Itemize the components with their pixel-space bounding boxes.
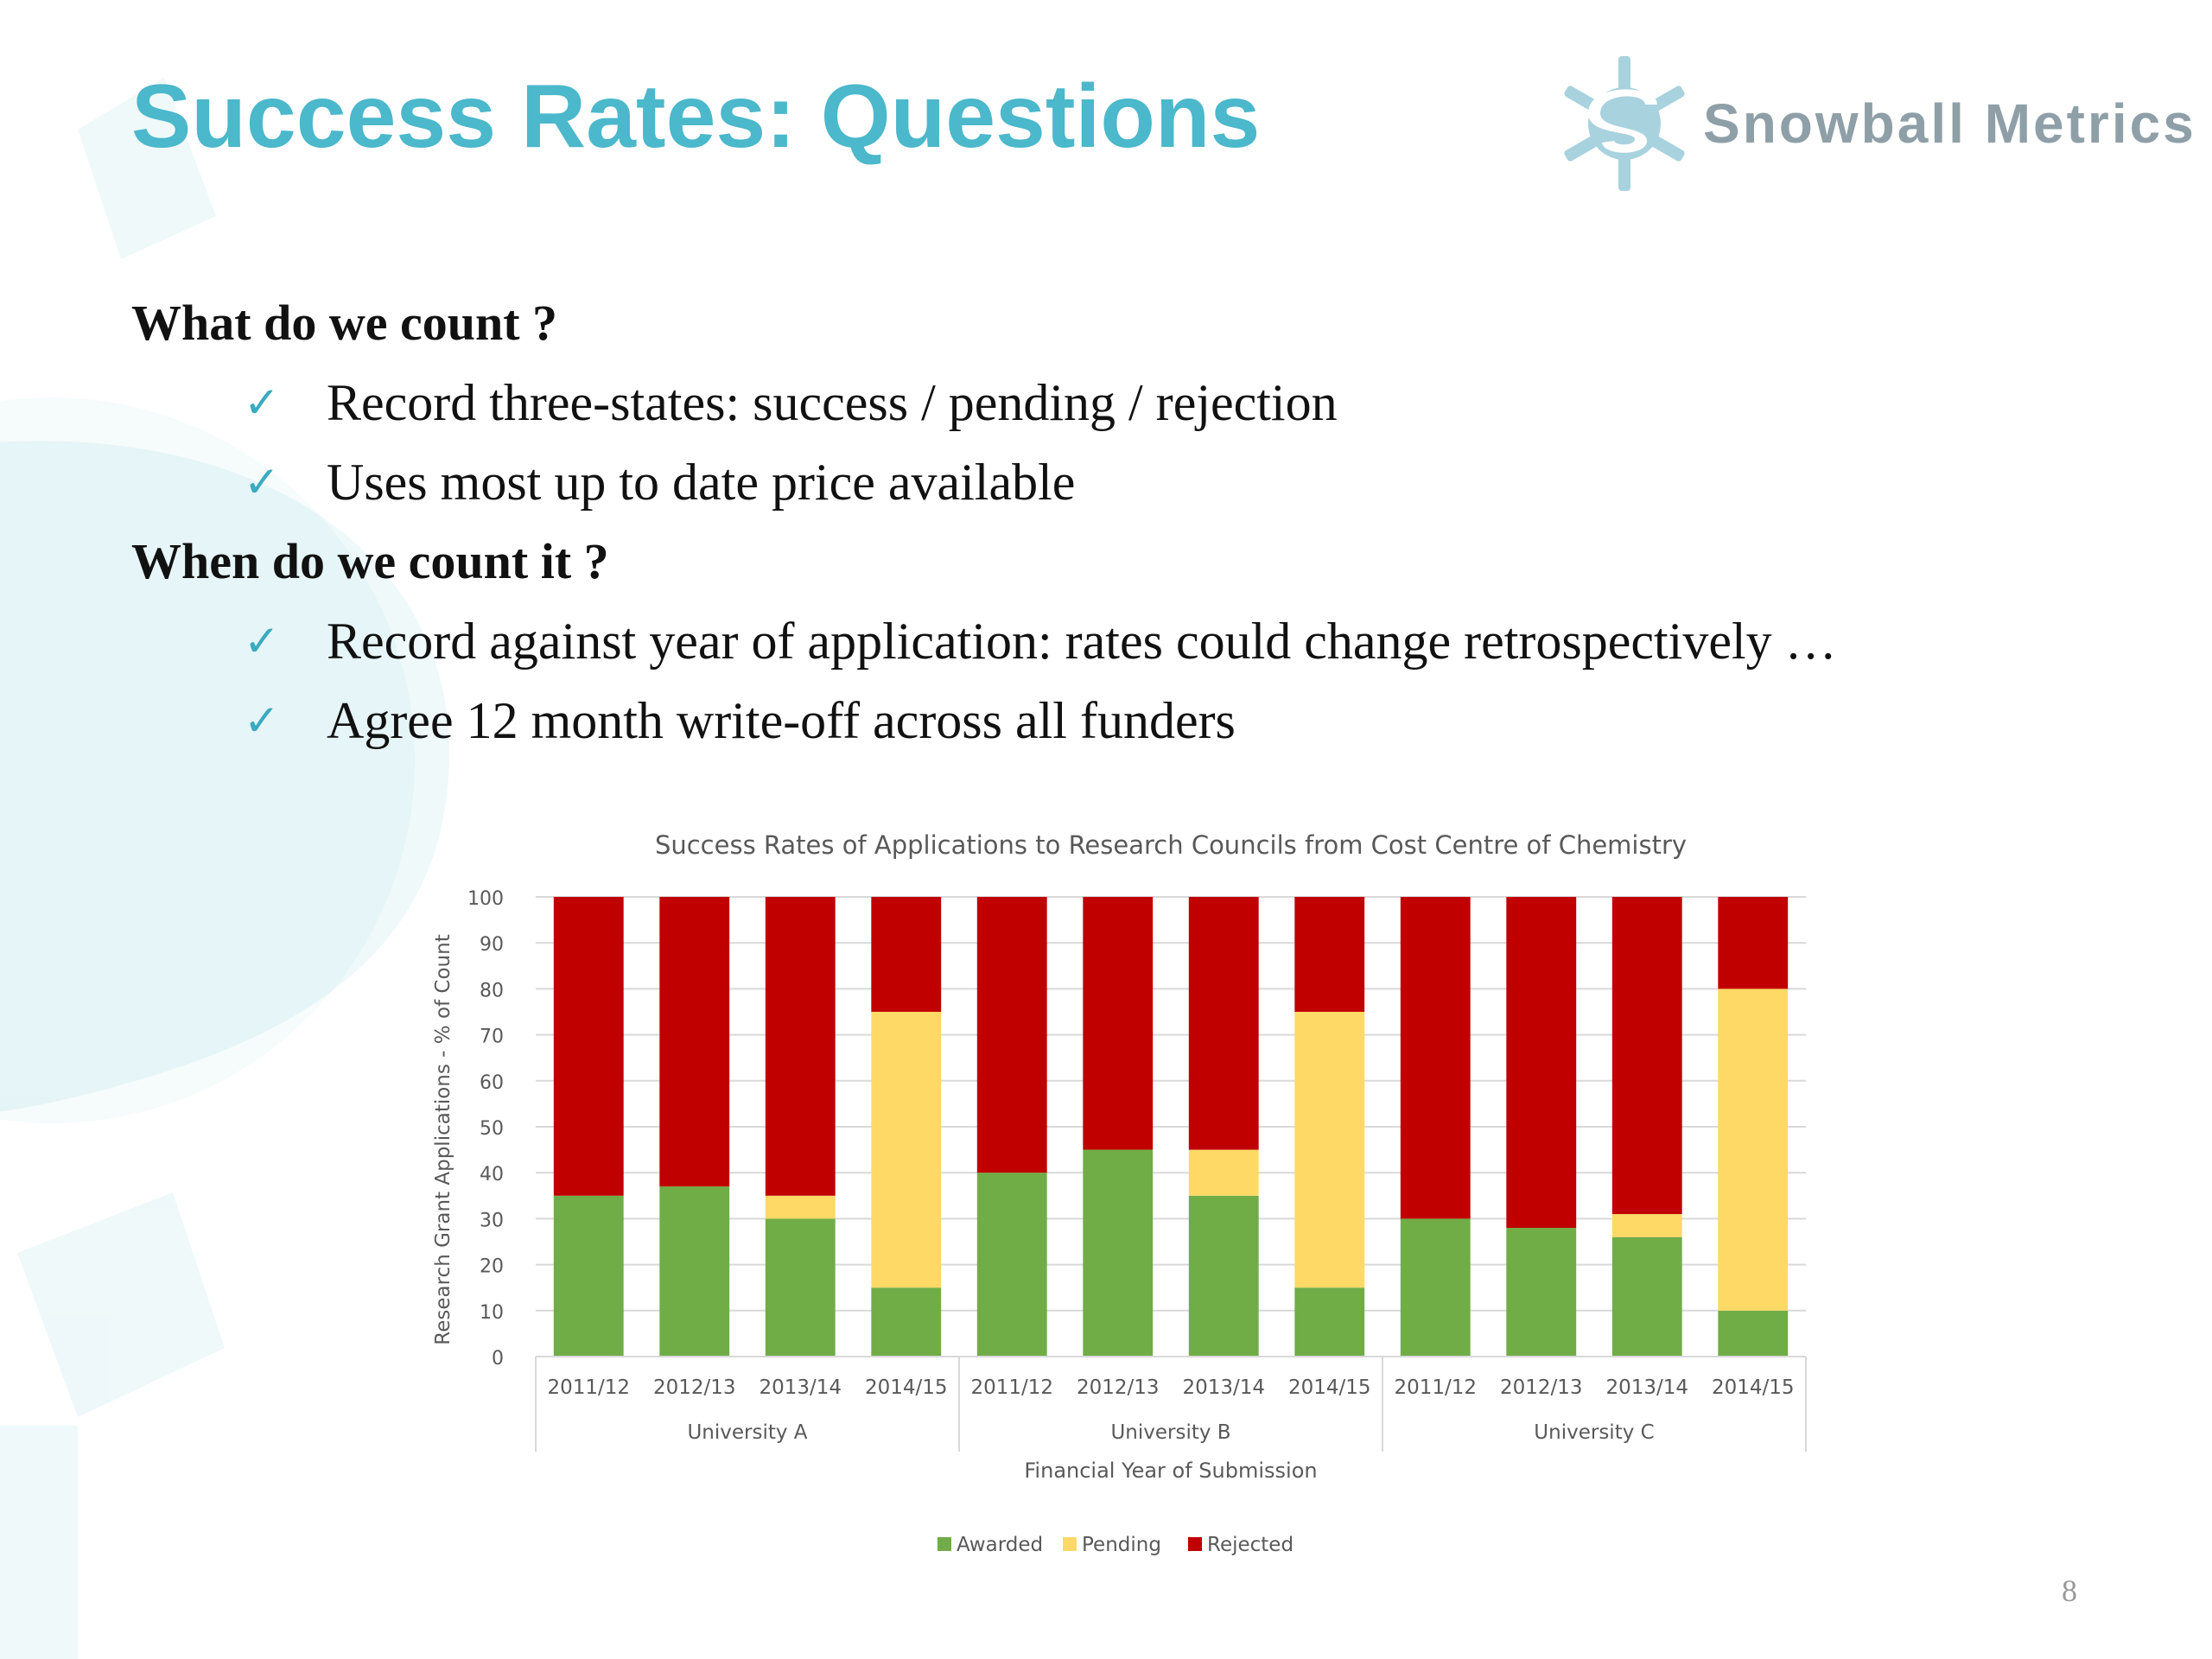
- bar-segment-pending: [871, 1012, 942, 1288]
- bar-segment-rejected: [1718, 897, 1789, 989]
- bar-segment-pending: [1611, 1214, 1682, 1237]
- bar-segment-rejected: [1083, 897, 1154, 1150]
- x-group-label: University B: [1110, 1421, 1230, 1444]
- bar-segment-awarded: [1506, 1228, 1577, 1357]
- bar-segment-rejected: [1294, 897, 1365, 1012]
- x-tick-label: 2011/12: [1394, 1376, 1477, 1399]
- bullet-text: Record three-states: success / pending /…: [327, 374, 1338, 431]
- legend-swatch-rejected: [1188, 1537, 1202, 1551]
- y-tick-label: 40: [480, 1164, 504, 1185]
- bullet-item: ✓ Agree 12 month write-off across all fu…: [131, 681, 2119, 760]
- bullet-text: Agree 12 month write-off across all fund…: [327, 692, 1236, 749]
- y-axis-title: Research Grant Applications - % of Count: [432, 934, 454, 1344]
- checkmark-icon: ✓: [244, 616, 280, 666]
- section-heading-what: What do we count ?: [131, 295, 558, 351]
- y-tick-label: 100: [467, 888, 504, 910]
- snowflake-logo-icon: [1564, 56, 1685, 191]
- x-tick-label: 2014/15: [1288, 1376, 1371, 1399]
- stacked-bar-chart: Success Rates of Applications to Researc…: [432, 830, 1807, 1556]
- legend-label-awarded: Awarded: [957, 1534, 1043, 1556]
- bar-segment-pending: [765, 1195, 836, 1219]
- bar-segment-rejected: [1611, 897, 1682, 1215]
- slide-body: What do we count ? ✓ Record three-states…: [131, 283, 2119, 760]
- bar-segment-awarded: [976, 1173, 1047, 1357]
- x-tick-label: 2011/12: [970, 1376, 1053, 1399]
- x-group-label: University C: [1534, 1421, 1654, 1444]
- bar-segment-awarded: [659, 1186, 730, 1357]
- bullet-item: ✓ Uses most up to date price available: [131, 442, 2119, 522]
- y-tick-label: 50: [480, 1118, 504, 1140]
- bar-segment-pending: [1718, 988, 1789, 1311]
- bar-segment-awarded: [1188, 1195, 1259, 1357]
- bullet-item: ✓ Record three-states: success / pending…: [131, 363, 2119, 442]
- bar-segment-rejected: [659, 897, 730, 1187]
- bar-segment-rejected: [1400, 897, 1471, 1219]
- y-tick-label: 10: [480, 1302, 504, 1324]
- bullet-text: Record against year of application: rate…: [327, 613, 1837, 670]
- brand-name: Snowball Metrics: [1703, 92, 2196, 155]
- bar-segment-pending: [1294, 1012, 1365, 1288]
- brand-logo: Snowball Metrics: [1560, 50, 2196, 197]
- y-tick-label: 70: [480, 1027, 504, 1048]
- checkmark-icon: ✓: [244, 378, 280, 428]
- bar-segment-rejected: [553, 897, 624, 1196]
- bar-segment-awarded: [1083, 1149, 1154, 1357]
- bar-segment-awarded: [553, 1195, 624, 1357]
- x-group-label: University A: [687, 1421, 807, 1444]
- legend-swatch-pending: [1063, 1537, 1077, 1551]
- y-tick-label: 90: [480, 934, 504, 956]
- slide-title: Success Rates: Questions: [131, 67, 1261, 167]
- x-tick-label: 2013/14: [1182, 1376, 1265, 1399]
- bar-segment-pending: [1188, 1149, 1259, 1196]
- bar-segment-awarded: [1294, 1287, 1365, 1357]
- legend-swatch-awarded: [938, 1537, 951, 1551]
- bullet-text: Uses most up to date price available: [327, 454, 1076, 511]
- checkmark-icon: ✓: [244, 457, 280, 507]
- bar-segment-awarded: [871, 1287, 942, 1357]
- y-tick-label: 30: [480, 1210, 504, 1231]
- bar-segment-awarded: [1718, 1310, 1789, 1357]
- x-tick-label: 2013/14: [759, 1376, 842, 1399]
- x-tick-label: 2012/13: [653, 1376, 736, 1399]
- y-tick-label: 60: [480, 1072, 504, 1094]
- x-tick-label: 2012/13: [1077, 1376, 1160, 1399]
- checkmark-icon: ✓: [244, 696, 280, 746]
- chart-title: Success Rates of Applications to Researc…: [655, 830, 1687, 860]
- page-number: 8: [2062, 1573, 2077, 1608]
- bar-segment-rejected: [976, 897, 1047, 1173]
- x-tick-label: 2011/12: [547, 1376, 630, 1399]
- y-tick-label: 80: [480, 980, 504, 1001]
- y-tick-label: 0: [492, 1348, 504, 1370]
- x-axis-title: Financial Year of Submission: [1024, 1459, 1317, 1483]
- bar-segment-awarded: [765, 1218, 836, 1357]
- bar-segment-awarded: [1400, 1218, 1471, 1357]
- bar-segment-rejected: [1188, 897, 1259, 1150]
- bar-segment-rejected: [871, 897, 942, 1012]
- x-tick-label: 2014/15: [1712, 1376, 1795, 1399]
- bar-segment-rejected: [765, 897, 836, 1196]
- y-tick-label: 20: [480, 1256, 504, 1278]
- x-tick-label: 2012/13: [1500, 1376, 1583, 1399]
- x-tick-label: 2014/15: [865, 1376, 948, 1399]
- bar-segment-awarded: [1611, 1236, 1682, 1357]
- section-heading-when: When do we count it ?: [131, 533, 609, 589]
- legend-label-rejected: Rejected: [1207, 1534, 1294, 1556]
- bar-segment-rejected: [1506, 897, 1577, 1229]
- x-tick-label: 2013/14: [1605, 1376, 1688, 1399]
- bullet-item: ✓ Record against year of application: ra…: [131, 601, 2119, 681]
- legend-label-pending: Pending: [1082, 1534, 1161, 1556]
